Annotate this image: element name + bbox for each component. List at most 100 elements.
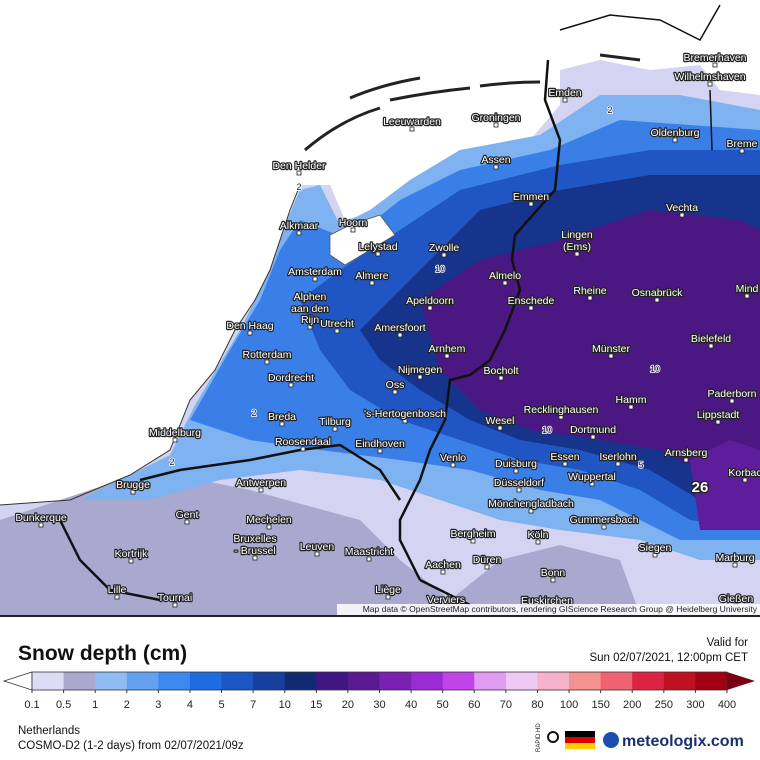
city-label: Rotterdam bbox=[242, 349, 291, 361]
city-dot bbox=[590, 434, 596, 440]
scale-tick-label: 2 bbox=[124, 699, 130, 711]
city-dot bbox=[715, 419, 721, 425]
city-label: Aachen bbox=[425, 559, 461, 571]
scale-cell bbox=[95, 672, 128, 690]
city-label: Eindhoven bbox=[355, 438, 405, 450]
city-label: Essen bbox=[550, 451, 579, 463]
city-label: Münster bbox=[592, 343, 630, 355]
city-dot bbox=[513, 468, 519, 474]
city-dot bbox=[312, 276, 318, 282]
scale-cell bbox=[695, 672, 728, 690]
city-dot bbox=[417, 374, 423, 380]
scale-cell bbox=[221, 672, 254, 690]
city-dot bbox=[683, 457, 689, 463]
scale-tick-label: 30 bbox=[373, 699, 385, 711]
city-label: Alkmaar bbox=[280, 220, 319, 232]
city-dot bbox=[444, 353, 450, 359]
scale-arrow-low bbox=[2, 671, 33, 691]
city-label: Maastricht bbox=[345, 546, 394, 558]
city-dot bbox=[679, 212, 685, 218]
city-dot bbox=[402, 418, 408, 424]
city-label: Düsseldorf bbox=[494, 477, 544, 489]
city-label: Kortrijk bbox=[115, 548, 148, 560]
scale-cell bbox=[158, 672, 191, 690]
city-label: Hoorn bbox=[339, 217, 368, 229]
city-label: Emden bbox=[548, 87, 581, 99]
divider bbox=[0, 615, 760, 617]
city-dot bbox=[516, 487, 522, 493]
city-label: Enschede bbox=[508, 295, 555, 307]
city-label: - Brussel bbox=[234, 545, 275, 557]
scale-cell bbox=[189, 672, 223, 690]
color-scale: 0.1 0.5 1 2 3 4 5 7 10 15 20 30 40 50 60 70 80 100 150 200 2… bbox=[2, 671, 755, 711]
city-dot bbox=[128, 558, 134, 564]
city-dot bbox=[409, 126, 415, 132]
city-label: Dordrecht bbox=[268, 372, 314, 384]
city-dot bbox=[652, 552, 658, 558]
scale-cell bbox=[32, 672, 65, 690]
city-dot bbox=[258, 487, 264, 493]
city-dot bbox=[672, 137, 678, 143]
city-label: Recklinghausen bbox=[524, 404, 599, 416]
city-dot bbox=[172, 602, 178, 608]
city-dot bbox=[288, 382, 294, 388]
city-dot bbox=[332, 426, 338, 432]
city-label: Oss bbox=[386, 379, 405, 391]
city-label: 's-Hertogenbosch bbox=[364, 408, 446, 420]
city-label: Düren bbox=[473, 554, 502, 566]
city-label: Lille bbox=[108, 584, 127, 596]
city-label: Middelburg bbox=[149, 427, 201, 439]
scale-cell bbox=[663, 672, 696, 690]
city-dot bbox=[558, 414, 564, 420]
city-dot bbox=[252, 555, 258, 561]
city-label: Alphen bbox=[294, 291, 327, 303]
scale-tick-label: 7 bbox=[250, 699, 256, 711]
scale-tick-label: 0.1 bbox=[24, 699, 39, 711]
scale-cell bbox=[411, 672, 444, 690]
city-label: Tournai bbox=[158, 592, 192, 604]
city-label: Leuven bbox=[300, 541, 335, 553]
city-label: Rijn bbox=[301, 314, 319, 326]
scale-tick-label: 70 bbox=[500, 699, 512, 711]
scale-cell bbox=[63, 672, 96, 690]
city-label: Mönchengladbach bbox=[488, 498, 574, 510]
city-dot bbox=[334, 328, 340, 334]
flag bbox=[565, 731, 595, 737]
city-dot bbox=[397, 332, 403, 338]
map: Bremerhaven Wilhelmshaven Emden Leeuwarden G… bbox=[0, 4, 760, 615]
city-label: Wuppertal bbox=[568, 471, 616, 483]
city-dot bbox=[184, 519, 190, 525]
city-label: Siegen bbox=[639, 542, 672, 554]
city-label: Amersfoort bbox=[374, 322, 425, 334]
city-dot bbox=[712, 62, 718, 68]
scale-cell bbox=[379, 672, 412, 690]
city-label: Amsterdam bbox=[288, 266, 342, 278]
contour-labels: 2 2 10 2 2 10 10 5 bbox=[169, 104, 661, 471]
city-label: Lippstadt bbox=[697, 409, 740, 421]
max-label: 26 bbox=[692, 479, 709, 496]
city-dot bbox=[377, 448, 383, 454]
city-label: Dunkerque bbox=[15, 512, 67, 524]
city-dot bbox=[729, 398, 735, 404]
city-dot bbox=[493, 164, 499, 170]
city-dot bbox=[497, 425, 503, 431]
city-label: Gummersbach bbox=[570, 514, 639, 526]
city-label: Tilburg bbox=[319, 416, 351, 428]
scale-tick-label: 200 bbox=[623, 699, 641, 711]
city-label: Osnabrück bbox=[632, 287, 684, 299]
scale-tick-label: 50 bbox=[437, 699, 449, 711]
scale-cell bbox=[537, 672, 570, 690]
city-dot bbox=[450, 462, 456, 468]
valid-time: Sun 02/07/2021, 12:00pm CET bbox=[589, 652, 748, 664]
city-label: Venlo bbox=[440, 452, 466, 464]
brand: meteologix.com bbox=[622, 733, 744, 750]
model-run: COSMO-D2 (1-2 days) from 02/07/2021/09z bbox=[18, 740, 244, 752]
city-label: Almelo bbox=[489, 270, 521, 282]
city-dot bbox=[535, 539, 541, 545]
city-label: Bocholt bbox=[483, 365, 518, 377]
scale-tick-label: 20 bbox=[342, 699, 354, 711]
city-dot bbox=[589, 481, 595, 487]
city-label: Gent bbox=[176, 509, 199, 521]
scale-tick-label: 400 bbox=[718, 699, 736, 711]
city-dot bbox=[562, 97, 568, 103]
